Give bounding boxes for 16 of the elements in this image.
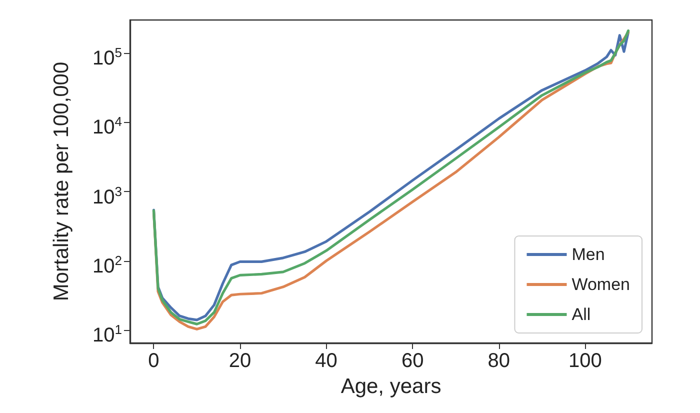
y-tick-label: 10$^{1}$ bbox=[92, 321, 122, 349]
x-tick-label: 80 bbox=[488, 350, 510, 372]
legend-label: Men bbox=[572, 245, 605, 264]
x-tick-label: 0 bbox=[148, 350, 160, 372]
x-tick-label: 100 bbox=[568, 350, 602, 372]
y-tick-label: 10$^{2}$ bbox=[92, 252, 122, 280]
y-tick-label: 10$^{3}$ bbox=[92, 182, 122, 210]
legend-label: Women bbox=[572, 275, 630, 294]
y-tick-label: 10$^{5}$ bbox=[92, 44, 122, 72]
y-axis-title: Mortality rate per 100,000 bbox=[50, 62, 73, 302]
x-tick-label: 40 bbox=[315, 350, 338, 372]
legend-label: All bbox=[572, 305, 591, 324]
x-tick-label: 20 bbox=[228, 350, 252, 372]
y-tick-label: 10$^{4}$ bbox=[92, 113, 122, 141]
x-axis-title: Age, years bbox=[340, 374, 442, 398]
x-tick-label: 60 bbox=[401, 350, 424, 372]
